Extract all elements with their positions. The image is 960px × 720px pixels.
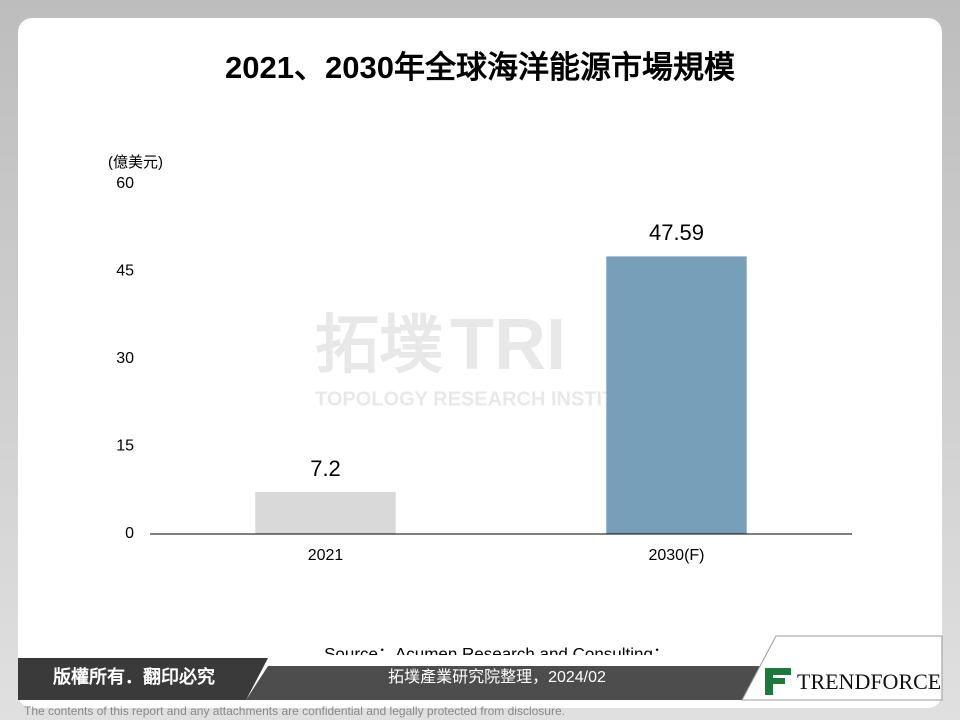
brand: TRENDFORCE [797,669,941,694]
bar [606,256,747,534]
watermark-name: TOPOLOGY RESEARCH INSTITUTE [315,388,654,410]
y-tick-label: 45 [116,263,134,280]
value-label: 7.2 [310,456,341,481]
x-tick-label: 2030(F) [648,547,704,564]
icon-bar [765,668,773,695]
y-axis-label: (億美元) [108,154,163,171]
watermark-logo: TRI [450,305,566,385]
chart-title: 2021、2030年全球海洋能源市場規模 [225,50,735,85]
plot: 0 15 30 45 60 2021 7.2 2030(F) 47.59 [116,175,747,564]
source-line: 拓墣產業研究院整理，2024/02 [388,668,606,686]
value-label: 47.59 [649,220,704,245]
y-tick-label: 60 [116,175,134,192]
y-tick-label: 0 [125,525,134,542]
icon-bar [765,678,785,684]
bar [255,492,396,534]
y-tick-label: 30 [116,350,134,367]
brand-icon [765,668,791,695]
copyright: 版權所有．翻印必究 [53,666,215,687]
icon-bar [765,668,791,675]
watermark-mark: 拓墣 [315,309,443,381]
source-banner [246,666,760,700]
panel [18,18,942,708]
x-tick-label: 2021 [308,547,344,564]
brand-box [741,635,943,701]
copyright-banner [18,658,268,700]
y-tick-label: 15 [116,438,134,455]
disclaimer: The contents of this report and any atta… [24,704,565,718]
watermark: 拓墣 TRI TOPOLOGY RESEARCH INSTITUTE [315,305,654,410]
